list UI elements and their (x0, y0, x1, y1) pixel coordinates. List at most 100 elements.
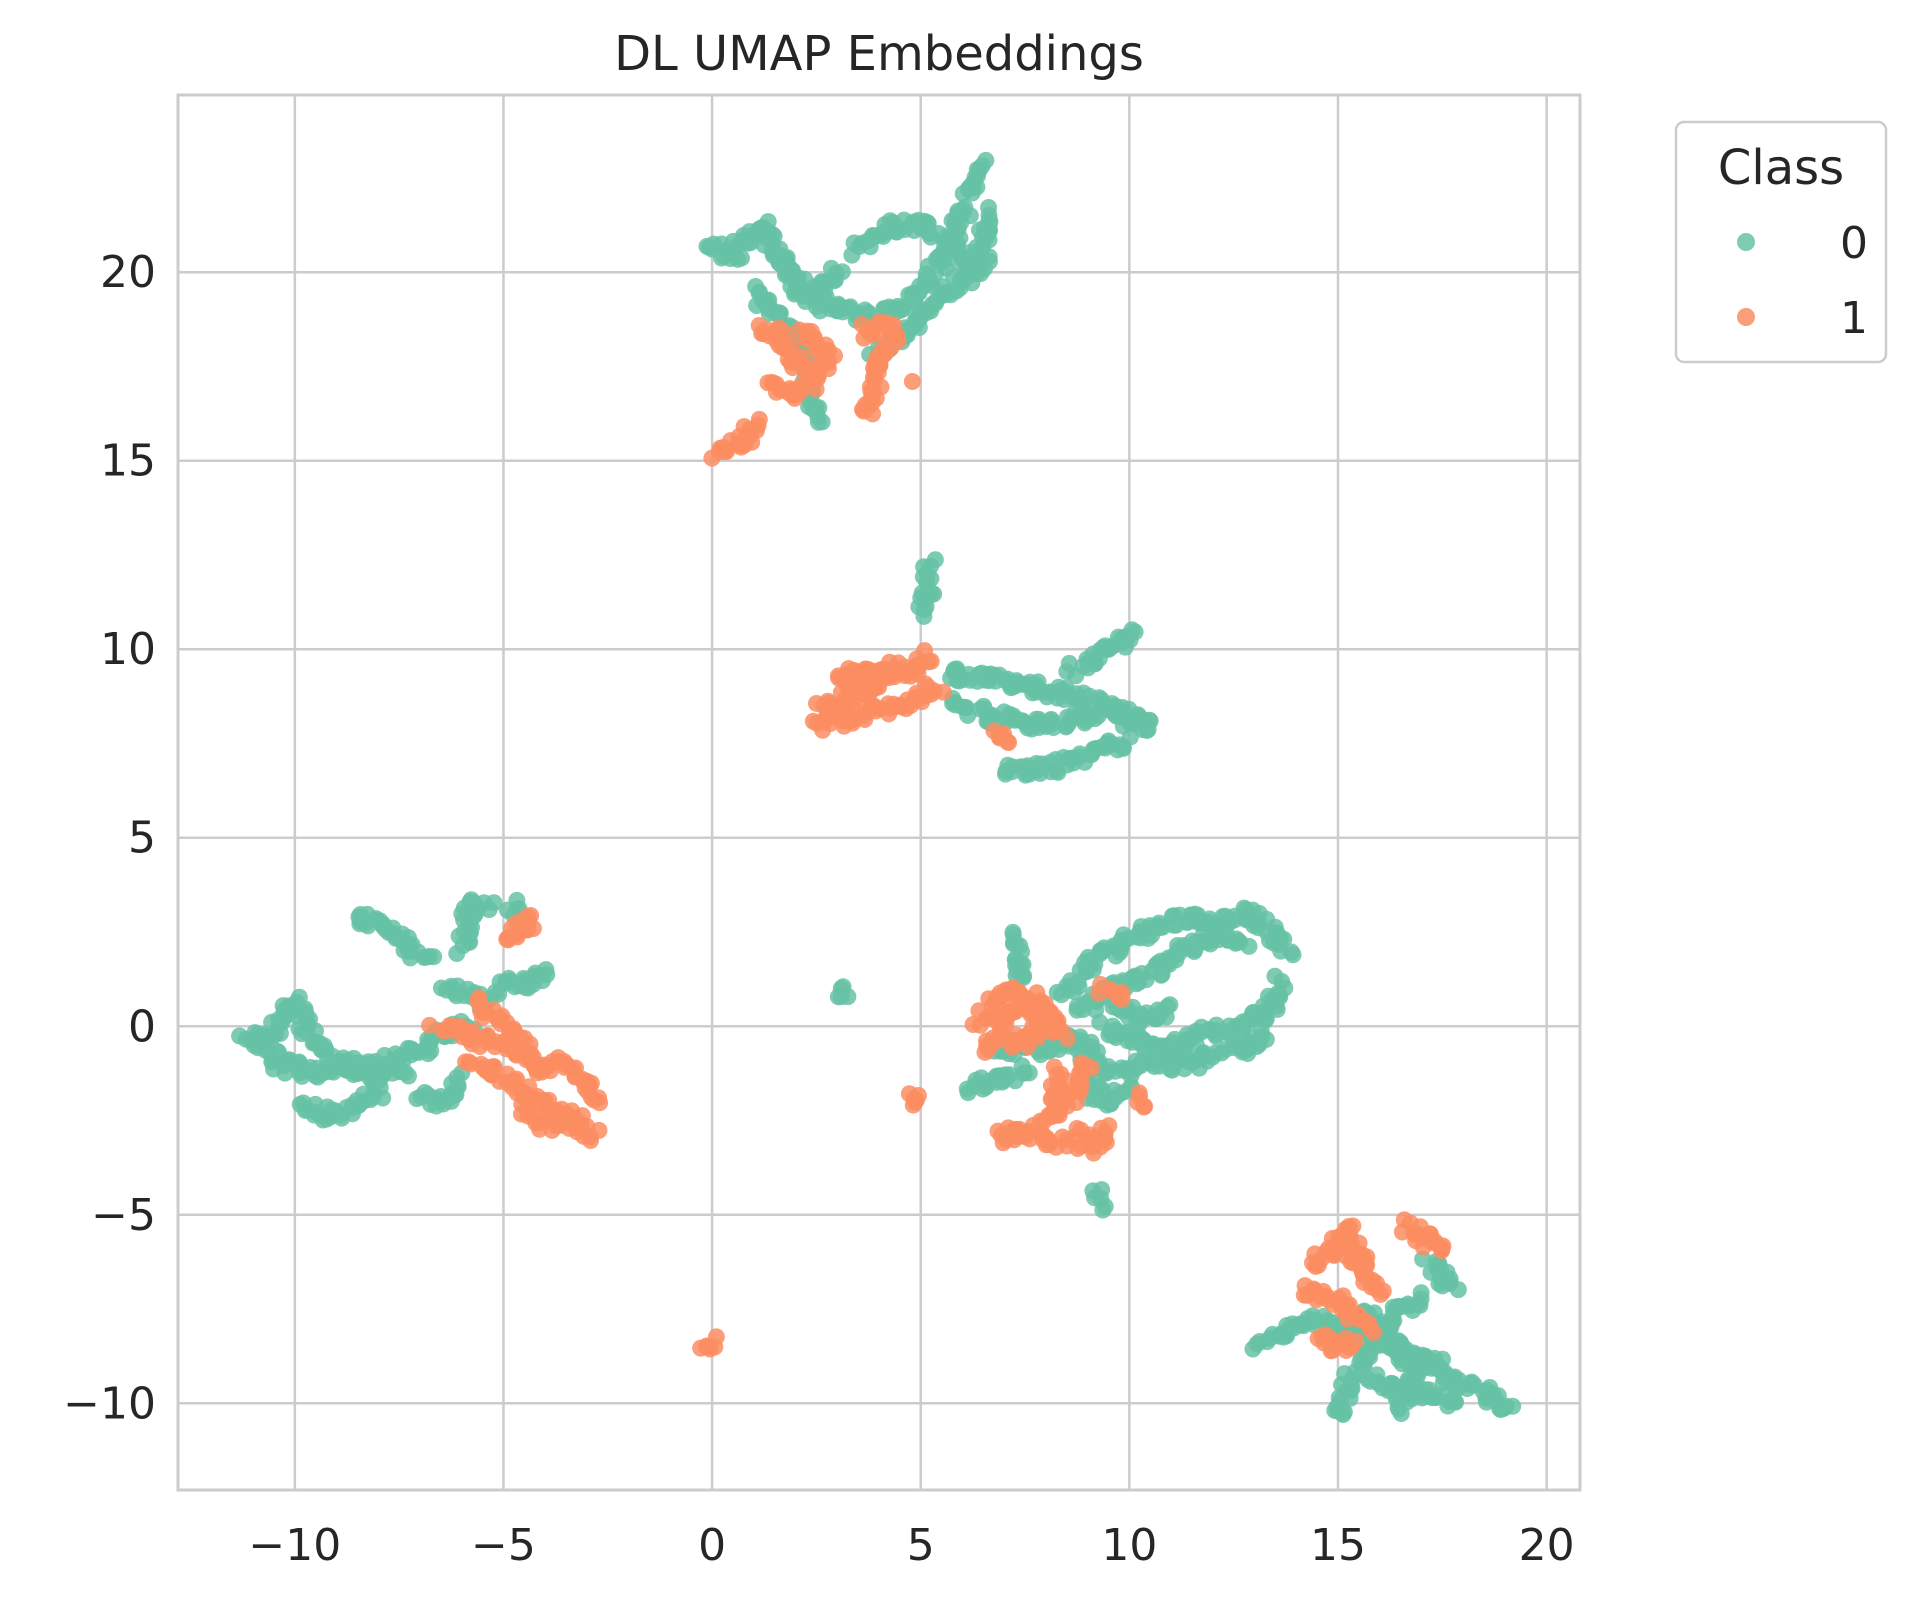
data-point (1113, 991, 1131, 1009)
data-point (485, 894, 503, 912)
legend-marker (1737, 233, 1755, 251)
data-point (1361, 1320, 1379, 1338)
data-point (1266, 967, 1284, 985)
data-point (915, 607, 933, 625)
x-tick-label: −10 (248, 1520, 341, 1571)
x-tick-label: 5 (907, 1520, 935, 1571)
data-point (567, 1119, 585, 1137)
legend-label: 1 (1840, 293, 1868, 344)
series-1-points (421, 314, 1452, 1360)
data-point (970, 1002, 988, 1020)
data-point (530, 1114, 548, 1132)
data-point (1401, 1357, 1419, 1375)
data-point (421, 1016, 439, 1034)
data-point (1347, 1332, 1365, 1350)
data-point (1043, 1090, 1061, 1108)
data-point (1135, 1098, 1153, 1116)
data-point (747, 278, 765, 296)
data-point (375, 1062, 393, 1080)
data-point (1497, 1397, 1515, 1415)
x-tick-label: −5 (471, 1520, 536, 1571)
y-tick-label: 0 (128, 1001, 156, 1052)
data-point (977, 151, 995, 169)
data-point (1240, 937, 1258, 955)
data-point (792, 383, 810, 401)
y-tick-label: 15 (100, 436, 156, 487)
data-point (1092, 1119, 1110, 1137)
data-point (707, 1328, 725, 1346)
data-point (1419, 1350, 1437, 1368)
data-point (874, 314, 892, 332)
y-tick-label: 10 (100, 624, 156, 675)
data-point (903, 373, 921, 391)
data-point (448, 945, 466, 963)
data-point (946, 240, 964, 258)
legend-marker (1737, 308, 1755, 326)
x-tick-label: 20 (1519, 1520, 1575, 1571)
data-point (585, 1091, 603, 1109)
data-point (1434, 1350, 1452, 1368)
y-tick-label: 5 (128, 813, 156, 864)
grid (178, 95, 1580, 1490)
data-point (790, 321, 808, 339)
data-point (956, 198, 974, 216)
data-point (934, 683, 952, 701)
legend-title: Class (1718, 140, 1844, 196)
data-point (485, 1059, 503, 1077)
data-point (1439, 1397, 1457, 1415)
data-point (729, 250, 747, 268)
data-point (1083, 1038, 1101, 1056)
data-point (1123, 621, 1141, 639)
data-point (959, 706, 977, 724)
data-point (1077, 1057, 1095, 1075)
y-tick-label: −10 (63, 1378, 156, 1429)
data-points (231, 151, 1522, 1423)
data-point (916, 642, 934, 660)
data-point (980, 198, 998, 216)
data-point (813, 413, 831, 431)
data-point (399, 1067, 417, 1085)
legend-label: 0 (1840, 218, 1868, 269)
data-point (980, 253, 998, 271)
data-point (882, 339, 900, 357)
data-point (522, 1044, 540, 1062)
data-point (833, 263, 851, 281)
data-point (1086, 955, 1104, 973)
legend-frame (1674, 120, 1888, 364)
data-point (1414, 1250, 1432, 1268)
data-point (1161, 996, 1179, 1014)
plot-frame (176, 93, 1582, 1492)
x-tick-label: 10 (1101, 1520, 1157, 1571)
data-point (1094, 1201, 1112, 1219)
data-point (371, 1079, 389, 1097)
data-point (1434, 1237, 1452, 1255)
data-point (905, 1090, 923, 1108)
data-point (464, 1023, 482, 1041)
data-point (1058, 1030, 1076, 1048)
data-point (1083, 1138, 1101, 1156)
legend-entries: 01 (1737, 218, 1868, 344)
data-point (1257, 1030, 1275, 1048)
data-point (889, 654, 907, 672)
legend: Class 01 (1674, 120, 1888, 364)
x-tick-label: 15 (1310, 1520, 1366, 1571)
data-point (839, 988, 857, 1006)
data-point (1015, 967, 1033, 985)
data-point (1000, 734, 1018, 752)
data-point (1022, 1001, 1040, 1019)
data-point (1042, 711, 1060, 729)
data-point (425, 948, 443, 966)
y-tick-label: 20 (100, 247, 156, 298)
series-0-points (231, 151, 1522, 1423)
data-point (1449, 1281, 1467, 1299)
y-axis-ticks: −10 −5 0 5 10 15 20 (63, 247, 156, 1429)
data-point (1412, 1284, 1430, 1302)
data-point (582, 1132, 600, 1150)
x-axis-ticks: −10 −5 0 5 10 15 20 (248, 1520, 1574, 1571)
data-point (1284, 946, 1302, 964)
data-point (1139, 721, 1157, 739)
data-point (1054, 1128, 1072, 1146)
data-point (980, 211, 998, 229)
data-point (1121, 728, 1139, 746)
data-point (1308, 1254, 1326, 1272)
